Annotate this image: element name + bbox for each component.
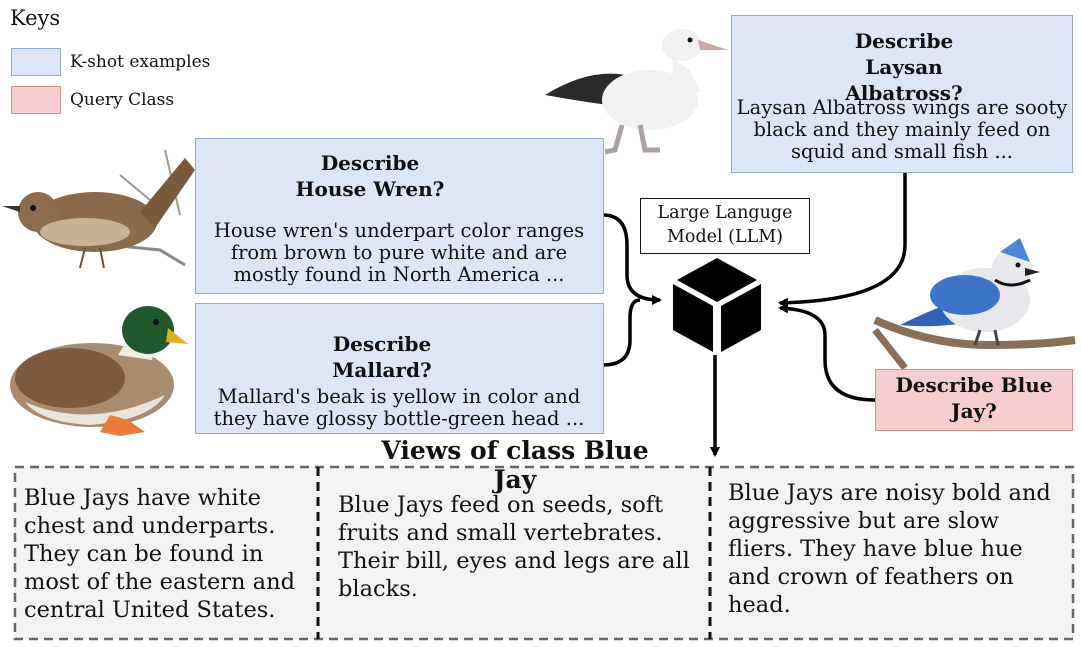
blue-jay-question: Describe Blue Jay? xyxy=(895,373,1053,423)
house-wren-image xyxy=(2,149,195,269)
house-wren-answer: House wren's underpart color ranges from… xyxy=(213,219,585,286)
kshot-swatch xyxy=(11,48,61,76)
mallard-example-box xyxy=(195,303,604,434)
view-1-text: Blue Jays have white chest and underpart… xyxy=(24,485,295,623)
keys-title: Keys xyxy=(10,6,61,30)
laysan-albatross-image xyxy=(545,29,728,155)
llm-label: Large Languge Model (LLM) xyxy=(640,198,810,254)
kshot-key-label: K-shot examples xyxy=(70,52,211,72)
view-2-text: Blue Jays feed on seeds, soft fruits and… xyxy=(338,492,690,602)
albatross-example-box xyxy=(731,15,1073,173)
house-wren-example-box xyxy=(195,138,604,294)
view-3-text: Blue Jays are noisy bold and aggressive … xyxy=(728,480,1051,618)
query-key-label: Query Class xyxy=(70,90,175,110)
query-swatch xyxy=(11,86,61,114)
albatross-question: Describe Laysan Albatross? xyxy=(845,29,963,105)
blue-jay-query-box xyxy=(875,369,1073,431)
llm-cube-icon xyxy=(673,258,761,352)
blue-jay-image xyxy=(872,238,1076,371)
house-wren-question: Describe House Wren? xyxy=(295,151,445,201)
views-title: Views of class Blue Jay xyxy=(381,436,649,494)
albatross-answer: Laysan Albatross wings are sooty black a… xyxy=(736,96,1068,163)
mallard-image xyxy=(10,306,188,436)
mallard-question: Describe Mallard? xyxy=(332,332,432,382)
mallard-answer: Mallard's beak is yellow in color and th… xyxy=(213,385,585,430)
